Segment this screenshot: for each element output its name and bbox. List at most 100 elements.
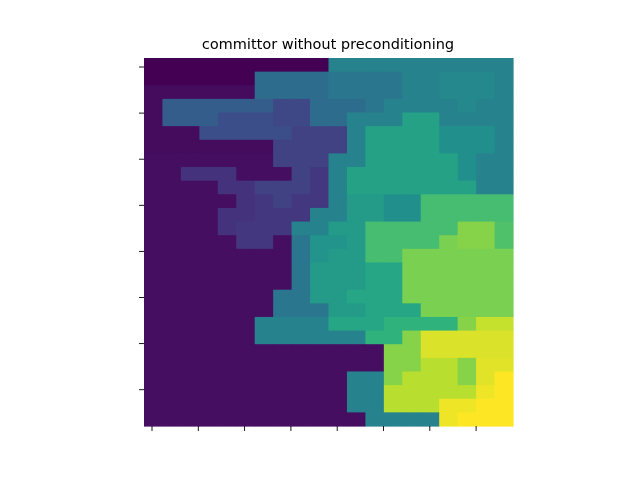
heatmap-cell xyxy=(162,398,182,413)
heatmap-cell xyxy=(236,248,256,264)
heatmap-cell xyxy=(199,235,219,250)
heatmap-cell xyxy=(346,167,366,182)
heatmap-cell xyxy=(457,71,477,86)
heatmap-cell xyxy=(162,344,182,359)
heatmap-cell xyxy=(291,385,311,400)
heatmap-cell xyxy=(291,126,311,141)
heatmap-cell xyxy=(199,98,219,114)
heatmap-cell xyxy=(291,248,311,264)
heatmap-cell xyxy=(180,385,200,400)
heatmap-cell xyxy=(402,221,422,236)
heatmap-cell xyxy=(254,412,274,427)
heatmap-cell xyxy=(199,139,219,155)
heatmap-cell xyxy=(291,207,311,223)
heatmap-cell xyxy=(180,289,200,304)
heatmap-cell xyxy=(402,71,422,86)
heatmap-cell xyxy=(310,235,330,250)
heatmap-cell xyxy=(291,71,311,86)
heatmap-cell xyxy=(365,398,385,413)
heatmap-cell xyxy=(402,180,422,195)
heatmap-cell xyxy=(180,262,200,277)
heatmap-cell xyxy=(402,398,422,413)
heatmap-cell xyxy=(365,58,385,73)
heatmap-cell xyxy=(310,180,330,195)
heatmap-cell xyxy=(310,316,330,332)
heatmap-cell xyxy=(476,194,496,209)
heatmap-cell xyxy=(420,235,440,250)
heatmap-cell xyxy=(254,276,274,291)
heatmap-cell xyxy=(346,85,366,100)
heatmap-cell xyxy=(199,126,219,141)
heatmap-cell xyxy=(236,139,256,155)
heatmap-cell xyxy=(162,194,182,209)
heatmap-cell xyxy=(310,85,330,100)
heatmap-cell xyxy=(476,221,496,236)
heatmap-cell xyxy=(420,344,440,359)
heatmap-cell xyxy=(217,167,237,182)
heatmap-cell xyxy=(291,112,311,127)
heatmap-cell xyxy=(273,398,293,413)
heatmap-cell xyxy=(217,207,237,223)
heatmap-cell xyxy=(217,316,237,332)
heatmap-cell xyxy=(420,357,440,373)
heatmap-cell xyxy=(217,357,237,373)
heatmap-cell xyxy=(365,289,385,304)
heatmap-cell xyxy=(236,194,256,209)
heatmap-cell xyxy=(144,85,164,100)
heatmap-cell xyxy=(402,262,422,277)
heatmap-cell xyxy=(328,153,348,168)
heatmap-cell xyxy=(217,412,237,427)
heatmap-cell xyxy=(365,112,385,127)
heatmap-cell xyxy=(254,180,274,195)
heatmap-cell xyxy=(310,248,330,264)
heatmap-cell xyxy=(439,153,459,168)
heatmap-cell xyxy=(383,357,403,373)
heatmap-cell xyxy=(457,207,477,223)
heatmap-cell xyxy=(328,385,348,400)
heatmap-cell xyxy=(217,139,237,155)
heatmap-cell xyxy=(254,330,274,345)
heatmap-cell xyxy=(180,398,200,413)
heatmap-cell xyxy=(402,139,422,155)
heatmap-cell xyxy=(420,207,440,223)
heatmap-cell xyxy=(144,371,164,386)
heatmap-cell xyxy=(476,139,496,155)
heatmap-cell xyxy=(199,412,219,427)
heatmap-cell xyxy=(365,248,385,264)
heatmap-cell xyxy=(310,330,330,345)
heatmap-cell xyxy=(346,71,366,86)
heatmap-cell xyxy=(199,153,219,168)
heatmap-cell xyxy=(383,385,403,400)
heatmap-cell xyxy=(144,303,164,318)
heatmap-cell xyxy=(439,85,459,100)
heatmap-cell xyxy=(383,316,403,332)
heatmap-cell xyxy=(180,126,200,141)
heatmap-cell xyxy=(199,289,219,304)
heatmap-cell xyxy=(328,98,348,114)
heatmap-cell xyxy=(494,58,514,73)
heatmap-cell xyxy=(254,235,274,250)
heatmap-cell xyxy=(420,180,440,195)
heatmap-cell xyxy=(328,126,348,141)
heatmap-cell xyxy=(310,344,330,359)
heatmap-cell xyxy=(217,303,237,318)
heatmap-cell xyxy=(144,248,164,264)
heatmap-cell xyxy=(346,248,366,264)
heatmap-cell xyxy=(291,98,311,114)
heatmap-cell xyxy=(310,262,330,277)
heatmap-cell xyxy=(273,58,293,73)
heatmap-cell xyxy=(217,112,237,127)
heatmap-cell xyxy=(457,385,477,400)
heatmap-cell xyxy=(162,357,182,373)
heatmap-cell xyxy=(162,71,182,86)
heatmap-cell xyxy=(254,167,274,182)
heatmap-cell xyxy=(328,248,348,264)
heatmap-cell xyxy=(439,194,459,209)
heatmap-cell xyxy=(365,412,385,427)
heatmap-cell xyxy=(346,412,366,427)
heatmap-cell xyxy=(476,412,496,427)
heatmap-cell xyxy=(383,398,403,413)
heatmap-cell xyxy=(291,398,311,413)
heatmap-cell xyxy=(420,167,440,182)
heatmap-cell xyxy=(365,167,385,182)
